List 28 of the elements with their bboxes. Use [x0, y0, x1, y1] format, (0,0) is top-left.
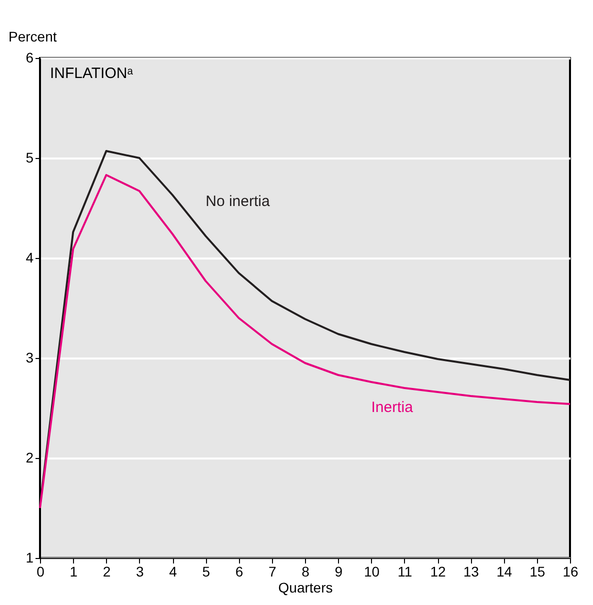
x-tick-label: 11 — [398, 564, 412, 580]
y-tick-label: 3 — [26, 350, 34, 366]
x-tick-label: 2 — [102, 564, 111, 580]
x-tick-label: 9 — [334, 564, 343, 580]
x-tick-label: 16 — [562, 564, 578, 580]
x-tick-label: 12 — [430, 564, 446, 580]
series-label: Inertia — [371, 399, 414, 416]
x-axis-title: Quarters — [278, 580, 333, 596]
x-tick-label: 0 — [36, 564, 45, 580]
y-tick-label: 2 — [26, 450, 34, 466]
x-tick-label: 3 — [136, 564, 144, 580]
y-tick-label: 5 — [26, 150, 34, 166]
x-tick-label: 7 — [268, 564, 276, 580]
x-tick-label: 4 — [169, 564, 178, 580]
x-tick-label: 6 — [235, 564, 244, 580]
y-tick-label: 4 — [26, 250, 34, 266]
series-label: No inertia — [206, 193, 270, 210]
x-tick-label: 10 — [364, 564, 380, 580]
x-tick-label: 5 — [202, 564, 210, 580]
x-tick-label: 1 — [70, 564, 78, 580]
x-tick-label: 13 — [463, 564, 480, 580]
x-tick-label: 8 — [302, 564, 310, 580]
x-tick-label: 14 — [496, 564, 512, 580]
y-tick-label: 1 — [26, 550, 34, 566]
x-tick-label: 15 — [530, 564, 546, 580]
y-tick-label: 6 — [26, 50, 34, 66]
annotation: INFLATIONᵃ — [50, 65, 134, 82]
y-axis-title: Percent — [8, 28, 57, 44]
